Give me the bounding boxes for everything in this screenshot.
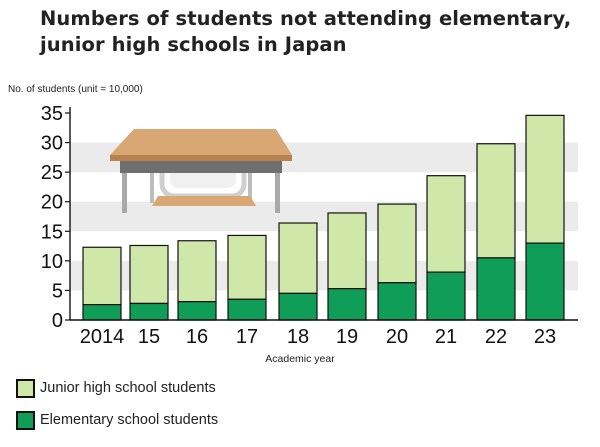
bar-elementary-23 <box>525 242 565 321</box>
y-tick-label: 5 <box>52 280 63 302</box>
y-tick-label: 10 <box>41 251 63 273</box>
legend-label-junior-high: Junior high school students <box>40 380 216 396</box>
x-tick-label: 16 <box>186 326 208 348</box>
y-tick-label: 20 <box>41 192 63 214</box>
bar-elementary-15 <box>129 302 169 321</box>
bar-junior-high-19 <box>327 212 367 290</box>
desk-chair-illustration <box>110 129 292 213</box>
bar-junior-high-20 <box>377 203 417 284</box>
x-tick-label: 22 <box>485 326 507 348</box>
legend-item-elementary: Elementary school students <box>16 406 218 434</box>
bar-elementary-16 <box>177 301 217 321</box>
bar-elementary-2014 <box>82 304 122 321</box>
x-tick-label: 2014 <box>80 326 125 348</box>
bars <box>82 114 565 321</box>
y-tick-label: 15 <box>41 221 63 243</box>
bar-junior-high-17 <box>227 234 267 300</box>
bar-elementary-22 <box>476 257 516 321</box>
bar-junior-high-21 <box>426 175 466 273</box>
legend: Junior high school students Elementary s… <box>16 374 218 438</box>
bar-junior-high-23 <box>525 114 565 244</box>
legend-swatch-elementary <box>16 410 35 430</box>
x-tick-label: 19 <box>336 326 358 348</box>
chart-title: Numbers of students not attending elemen… <box>40 6 580 58</box>
x-tick-label: 21 <box>435 326 457 348</box>
axes <box>65 107 578 321</box>
x-tick-label: 18 <box>287 326 309 348</box>
bar-elementary-17 <box>227 298 267 321</box>
x-axis-label: Academic year <box>265 353 335 365</box>
bar-junior-high-22 <box>476 143 516 259</box>
y-tick-labels: 0 5 10 15 20 25 30 35 <box>41 103 63 332</box>
y-tick-label: 35 <box>41 103 63 125</box>
bar-junior-high-2014 <box>82 246 122 306</box>
y-tick-label: 0 <box>52 310 63 332</box>
y-tick-label: 25 <box>41 162 63 184</box>
bar-junior-high-18 <box>278 222 318 294</box>
bar-elementary-19 <box>327 288 367 321</box>
legend-item-junior-high: Junior high school students <box>16 374 218 402</box>
legend-swatch-junior-high <box>16 378 35 398</box>
legend-label-elementary: Elementary school students <box>40 412 219 428</box>
bar-elementary-21 <box>426 271 466 321</box>
y-tick-label: 30 <box>41 133 63 155</box>
bar-elementary-18 <box>278 292 318 321</box>
x-tick-label: 15 <box>138 326 160 348</box>
y-axis-label: No. of students (unit = 10,000) <box>8 84 143 95</box>
bar-junior-high-15 <box>129 244 169 305</box>
bar-junior-high-16 <box>177 240 217 303</box>
chart-title-line-1: Numbers of students not attending elemen… <box>40 7 572 30</box>
chart-title-line-2: junior high schools in Japan <box>40 33 347 56</box>
x-tick-labels: 2014 15 16 17 18 19 20 21 22 23 <box>80 326 556 348</box>
bar-elementary-20 <box>377 282 417 321</box>
x-tick-label: 23 <box>534 326 556 348</box>
x-tick-label: 20 <box>386 326 408 348</box>
x-tick-label: 17 <box>236 326 258 348</box>
